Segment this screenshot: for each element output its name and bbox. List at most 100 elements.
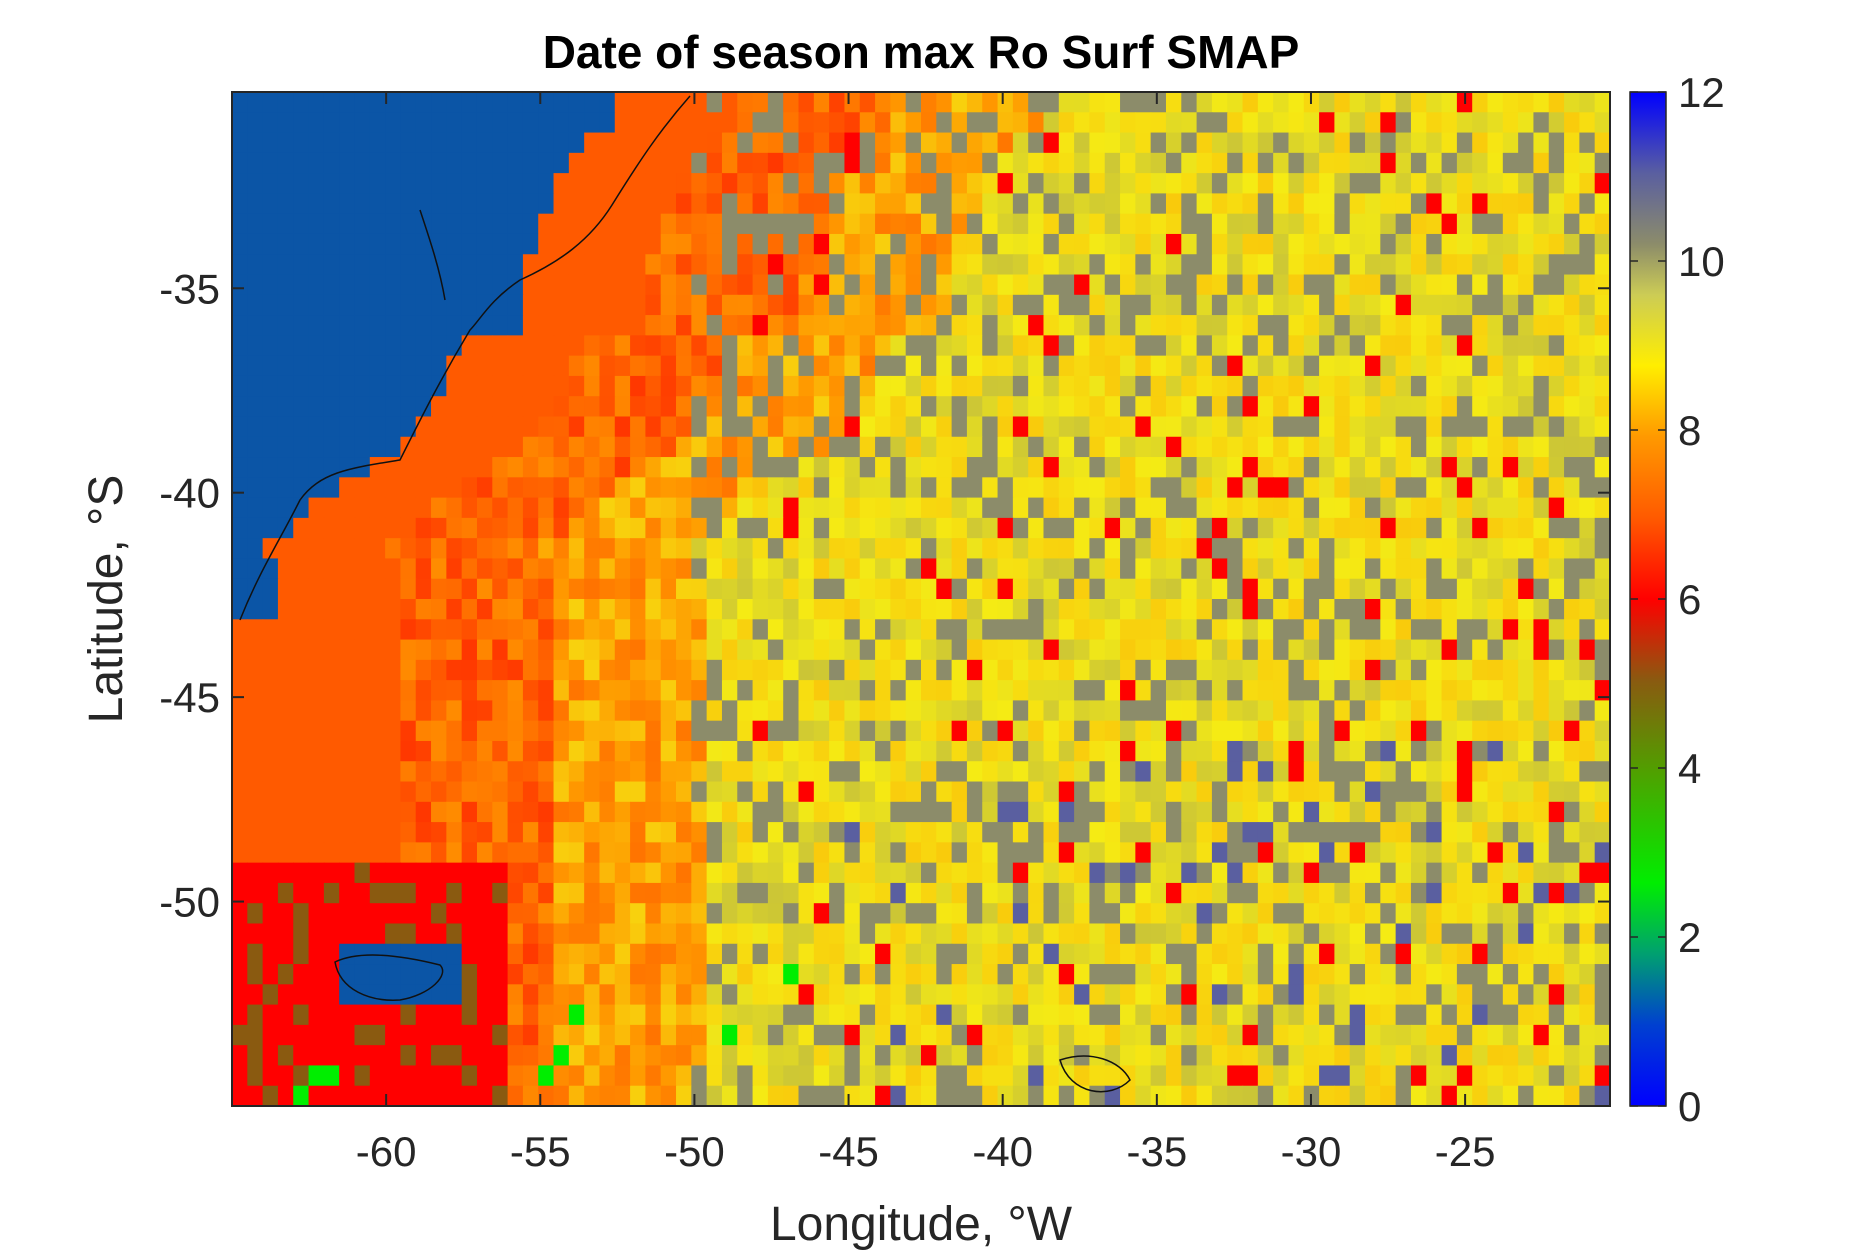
heatmap-cell [1074, 1024, 1091, 1046]
heatmap-cell [921, 943, 937, 965]
heatmap-cell [630, 375, 646, 397]
heatmap-cell [1089, 700, 1106, 722]
heatmap-cell [232, 213, 248, 235]
heatmap-cell [1349, 457, 1366, 478]
heatmap-cell [522, 517, 539, 539]
heatmap-cell [1319, 1065, 1335, 1087]
heatmap-cell [1548, 659, 1565, 681]
heatmap-cell [1028, 416, 1045, 438]
heatmap-cell [1043, 457, 1060, 478]
heatmap-cell [385, 680, 402, 701]
heatmap-cell [767, 700, 784, 722]
heatmap-cell [1533, 801, 1550, 823]
heatmap-cell [339, 882, 356, 904]
heatmap-cell [921, 1004, 937, 1026]
heatmap-cell [1533, 152, 1550, 174]
heatmap-cell [706, 335, 723, 357]
heatmap-cell [1273, 964, 1290, 985]
heatmap-cell [293, 416, 310, 438]
heatmap-cell [706, 355, 723, 377]
heatmap-cell [1487, 558, 1504, 580]
heatmap-cell [706, 457, 723, 478]
heatmap-cell [1104, 416, 1121, 438]
heatmap-cell [691, 416, 708, 438]
heatmap-cell [676, 1004, 692, 1026]
heatmap-cell [1395, 152, 1412, 174]
heatmap-cell [1472, 801, 1489, 823]
heatmap-cell [1150, 720, 1167, 742]
heatmap-cell [1502, 213, 1519, 235]
heatmap-cell [1028, 1004, 1045, 1026]
heatmap-cell [1548, 964, 1565, 985]
heatmap-cell [982, 781, 999, 803]
heatmap-cell [691, 538, 708, 560]
heatmap-cell [859, 517, 876, 539]
heatmap-cell [951, 862, 968, 884]
heatmap-cell [584, 639, 601, 661]
heatmap-cell [1104, 355, 1121, 377]
heatmap-cell [507, 457, 524, 478]
heatmap-cell [1441, 659, 1458, 681]
heatmap-cell [1380, 761, 1397, 783]
heatmap-cell [232, 497, 248, 519]
heatmap-cell [1273, 781, 1290, 803]
heatmap-cell [476, 335, 493, 357]
heatmap-cell [1518, 497, 1535, 519]
heatmap-cell [522, 132, 539, 154]
heatmap-cell [1594, 497, 1610, 519]
heatmap-cell [660, 923, 677, 945]
heatmap-cell [1410, 416, 1427, 438]
heatmap-cell [1564, 213, 1580, 235]
heatmap-cell [293, 964, 310, 985]
heatmap-cell [1012, 984, 1029, 1006]
heatmap-cell [461, 335, 478, 357]
heatmap-cell [476, 274, 493, 296]
heatmap-cell [645, 233, 662, 255]
heatmap-cell [1349, 659, 1366, 681]
heatmap-cell [568, 680, 585, 701]
heatmap-cell [1196, 497, 1213, 519]
heatmap-cell [1395, 233, 1412, 255]
heatmap-cell [1533, 822, 1550, 843]
heatmap-cell [553, 862, 570, 884]
heatmap-cell [1380, 578, 1397, 600]
heatmap-cell [1456, 254, 1473, 276]
heatmap-cell [1165, 517, 1182, 539]
heatmap-cell [982, 882, 999, 904]
heatmap-cell [798, 619, 815, 641]
heatmap-cell [1594, 112, 1610, 134]
heatmap-cell [1257, 984, 1274, 1006]
heatmap-cell [798, 538, 815, 560]
heatmap-cell [1426, 457, 1443, 478]
heatmap-cell [1502, 1085, 1519, 1106]
heatmap-cell [476, 943, 493, 965]
heatmap-cell [829, 882, 846, 904]
heatmap-cell [339, 781, 356, 803]
heatmap-cell [553, 822, 570, 843]
heatmap-cell [354, 1085, 371, 1106]
heatmap-cell [247, 112, 264, 134]
heatmap-cell [767, 112, 784, 134]
heatmap-cell [691, 335, 708, 357]
heatmap-cell [538, 639, 555, 661]
heatmap-cell [354, 477, 371, 499]
heatmap-cell [1074, 213, 1091, 235]
heatmap-cell [385, 1004, 402, 1026]
heatmap-cell [584, 517, 601, 539]
heatmap-cell [951, 497, 968, 519]
heatmap-cell [614, 375, 631, 397]
heatmap-cell [645, 375, 662, 397]
heatmap-cell [354, 1065, 371, 1087]
heatmap-cell [1502, 903, 1519, 925]
heatmap-cell [1579, 882, 1596, 904]
heatmap-cell [997, 152, 1014, 174]
heatmap-cell [522, 477, 539, 499]
heatmap-cell [614, 193, 631, 215]
heatmap-cell [385, 740, 402, 762]
heatmap-cell [400, 396, 417, 418]
heatmap-cell [844, 680, 861, 701]
heatmap-cell [1579, 1024, 1596, 1046]
heatmap-cell [875, 132, 891, 154]
heatmap-cell [783, 457, 800, 478]
heatmap-cell [905, 964, 922, 985]
